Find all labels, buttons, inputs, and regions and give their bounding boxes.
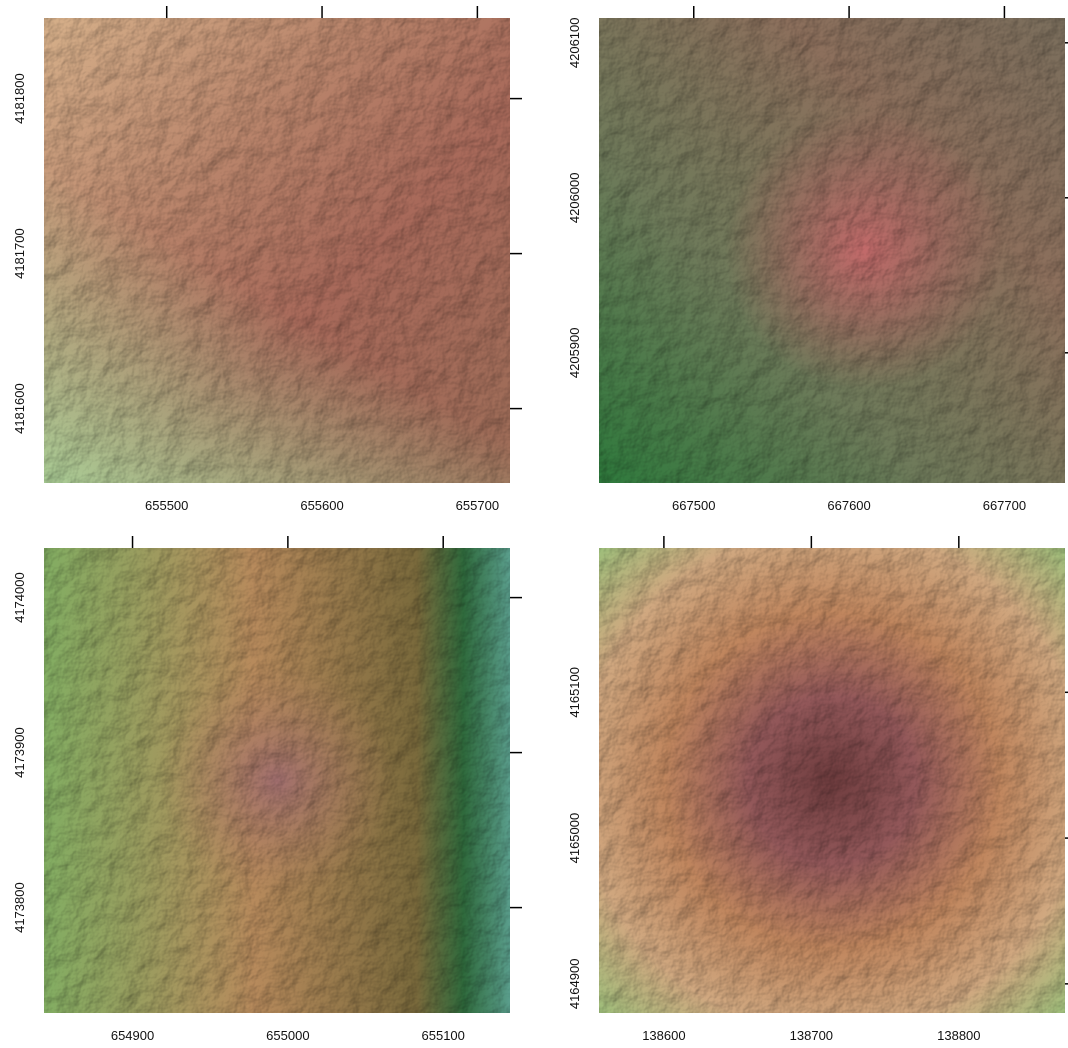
- y-tick-label: 4181700: [12, 228, 27, 279]
- hillshade: [599, 548, 1065, 1013]
- map-panel: 667500 667600 667700 4205900 4206000 4206100: [567, 6, 1068, 513]
- x-tick-label: 655500: [145, 498, 188, 513]
- map-panel: 138600 138700 138800 4164900 4165000 4165100: [567, 536, 1068, 1043]
- x-tick-label: 667600: [827, 498, 870, 513]
- x-tick-label: 655000: [266, 1028, 309, 1043]
- x-tick-label: 138600: [642, 1028, 685, 1043]
- figure: 6555006556006557004181600418170041818006…: [0, 0, 1068, 1048]
- x-tick-label: 138700: [790, 1028, 833, 1043]
- y-tick-label: 4206100: [567, 17, 582, 68]
- y-tick-label: 4174000: [12, 572, 27, 623]
- x-tick-label: 655100: [422, 1028, 465, 1043]
- y-tick-label: 4206000: [567, 172, 582, 223]
- x-tick-label: 655600: [300, 498, 343, 513]
- y-tick-label: 4181800: [12, 73, 27, 124]
- y-tick-label: 4165100: [567, 667, 582, 718]
- x-tick-label: 667700: [983, 498, 1026, 513]
- hillshade: [44, 18, 510, 483]
- x-tick-label: 667500: [672, 498, 715, 513]
- y-tick-label: 4181600: [12, 383, 27, 434]
- x-tick-label: 654900: [111, 1028, 154, 1043]
- x-tick-label: 138800: [937, 1028, 980, 1043]
- y-tick-label: 4205900: [567, 327, 582, 378]
- map-panel: 654900 655000 655100 4173800 4173900 4174000: [12, 536, 522, 1043]
- x-tick-label: 655700: [456, 498, 499, 513]
- hillshade: [44, 548, 510, 1013]
- y-tick-label: 4165000: [567, 813, 582, 864]
- y-tick-label: 4164900: [567, 959, 582, 1010]
- y-tick-label: 4173800: [12, 882, 27, 933]
- hillshade: [599, 18, 1065, 483]
- y-tick-label: 4173900: [12, 727, 27, 778]
- map-panel: 655500 655600 655700 4181600 4181700 4181800: [12, 6, 522, 513]
